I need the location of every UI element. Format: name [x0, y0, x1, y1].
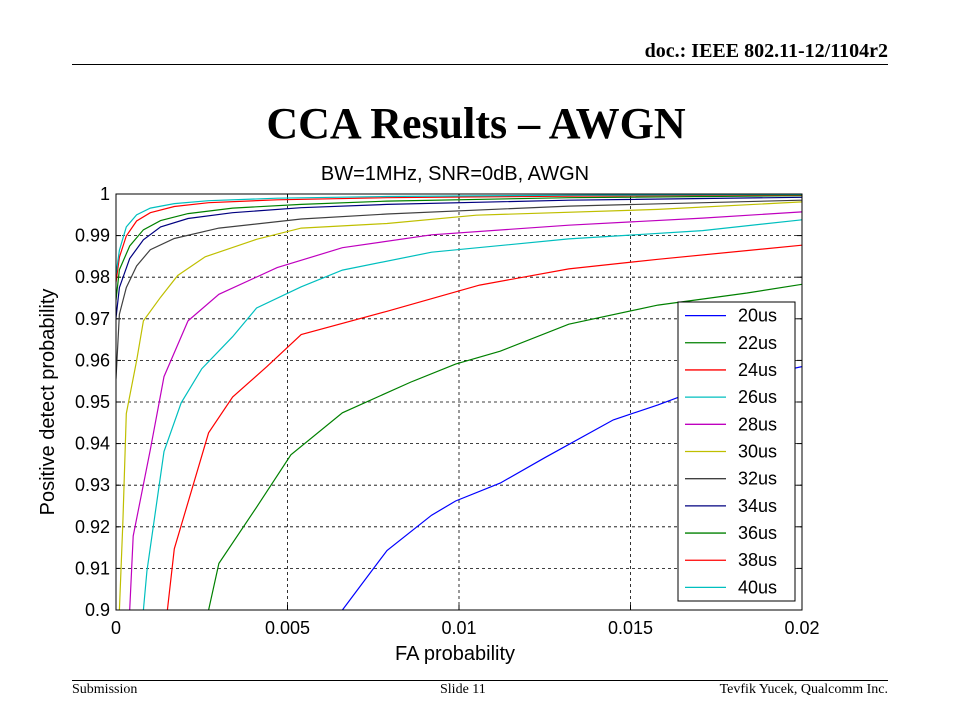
y-tick-label: 0.97 [75, 309, 110, 329]
series-line-24us [166, 244, 802, 610]
legend-label: 36us [738, 523, 777, 543]
x-tick-label: 0.015 [608, 618, 653, 638]
plot-frame [115, 193, 803, 611]
legend-label: 20us [738, 306, 777, 326]
x-tick-label: 0.02 [784, 618, 819, 638]
legend-label: 32us [738, 469, 777, 489]
legend-label: 30us [738, 442, 777, 462]
footer-author: Tevfik Yucek, Qualcomm Inc. [719, 682, 888, 697]
legend-label: 40us [738, 577, 777, 597]
series-lines [116, 194, 802, 610]
y-tick-label: 0.95 [75, 392, 110, 412]
y-tick-label: 1 [100, 184, 110, 204]
series-line-36us [116, 195, 802, 301]
series-line-30us [118, 201, 802, 610]
x-tick-label: 0.005 [265, 618, 310, 638]
x-tick-label: 0 [111, 618, 121, 638]
doc-id-header: doc.: IEEE 802.11-12/1104r2 [644, 40, 888, 62]
series-line-32us [116, 199, 802, 379]
x-tick-label: 0.01 [441, 618, 476, 638]
legend-label: 38us [738, 550, 777, 570]
y-tick-label: 0.98 [75, 267, 110, 287]
y-tick-label: 0.96 [75, 350, 110, 370]
chart-title: BW=1MHz, SNR=0dB, AWGN [321, 163, 589, 185]
series-line-28us [129, 211, 802, 610]
y-tick-label: 0.94 [75, 434, 110, 454]
footer-divider [72, 680, 888, 681]
x-tick-labels: 0 0.005 0.01 0.015 0.02 [111, 618, 820, 638]
y-tick-labels: 0.9 0.91 0.92 0.93 0.94 0.95 0.96 0.97 0.98 0.99 1 [75, 184, 110, 620]
series-line-40us [116, 194, 802, 275]
legend-label: 34us [738, 496, 777, 516]
legend-label: 24us [738, 360, 777, 380]
legend-label: 28us [738, 414, 777, 434]
series-line-22us [208, 283, 802, 610]
slide-title: CCA Results – AWGN [266, 99, 686, 148]
legend-label: 26us [738, 387, 777, 407]
series-line-34us [116, 196, 802, 319]
series-line-26us [142, 219, 802, 610]
y-tick-label: 0.91 [75, 558, 110, 578]
y-tick-label: 0.93 [75, 475, 110, 495]
footer-slide-number: Slide 11 [440, 682, 486, 697]
series-line-38us [116, 194, 802, 283]
footer-submission: Submission [72, 682, 138, 697]
y-tick-label: 0.99 [75, 226, 110, 246]
y-axis-label: Positive detect probability [37, 289, 59, 516]
chart-legend: 20us 22us 24us 26us 28us 30us 32us 34us 36us 38us… [677, 301, 796, 602]
y-tick-label: 0.9 [85, 600, 110, 620]
legend-label: 22us [738, 333, 777, 353]
header-divider [72, 64, 888, 65]
x-axis-label: FA probability [395, 643, 515, 665]
y-tick-label: 0.92 [75, 517, 110, 537]
